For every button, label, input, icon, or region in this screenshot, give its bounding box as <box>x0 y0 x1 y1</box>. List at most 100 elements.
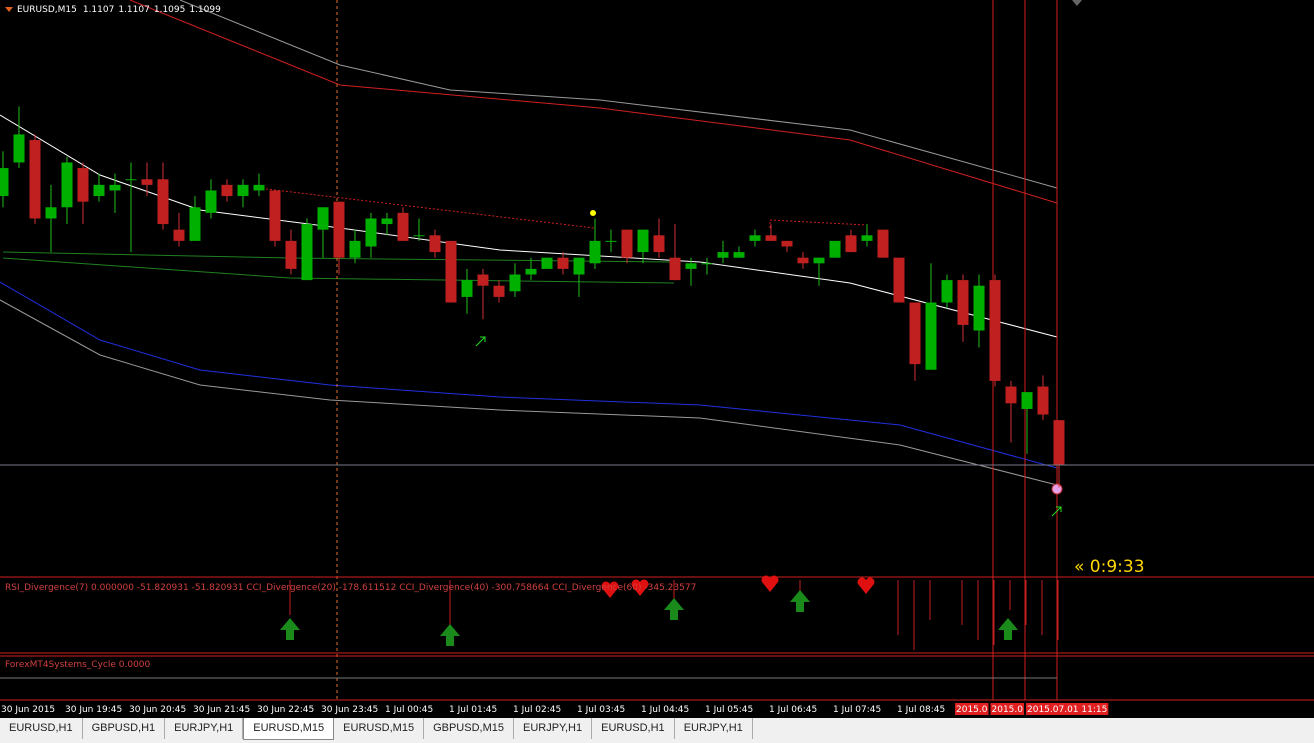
x-tick-label: 30 Jun 2015 <box>1 705 55 715</box>
candle-body <box>1021 392 1033 409</box>
candle-body <box>829 240 841 258</box>
signal-dot <box>590 210 596 216</box>
x-tick-label: 30 Jun 22:45 <box>257 705 314 715</box>
shift-marker <box>1072 0 1082 6</box>
candle-body <box>701 263 713 265</box>
chart: EURUSD,M15 1.1107 1.1107 1.1095 1.1099 « 0:9… <box>0 0 1314 718</box>
open: 1.1107 <box>83 5 115 15</box>
x-tick-label: 1 Jul 01:45 <box>449 705 497 715</box>
candle-body <box>221 184 233 197</box>
candle-body <box>845 235 857 253</box>
time-marker-label: 2015.0 <box>992 705 1024 715</box>
x-tick-label: 1 Jul 06:45 <box>769 705 817 715</box>
candle-body <box>349 240 361 258</box>
candle-body <box>909 302 921 365</box>
candle-body <box>333 201 345 258</box>
x-tick-label: 1 Jul 08:45 <box>897 705 945 715</box>
candle-body <box>509 274 521 292</box>
low: 1.1095 <box>154 5 186 15</box>
candle-body <box>269 190 281 241</box>
candle-body <box>461 280 473 297</box>
candle-body <box>765 235 777 241</box>
band-upper <box>179 0 1058 189</box>
arrow <box>1051 506 1062 517</box>
tab[interactable]: EURJPY,H1 <box>514 718 593 739</box>
symbol: EURUSD,M15 <box>17 5 77 15</box>
candle-body <box>365 218 377 247</box>
menu-triangle <box>5 7 13 12</box>
candle-body <box>637 229 649 253</box>
candle-body <box>989 280 1001 381</box>
candle-body <box>573 257 585 275</box>
candle-body <box>717 252 729 258</box>
tab[interactable]: EURUSD,H1 <box>592 718 675 739</box>
candle-body <box>1053 420 1065 465</box>
x-tick-label: 30 Jun 20:45 <box>129 705 186 715</box>
candle-body <box>157 179 169 225</box>
x-tick-label: 1 Jul 05:45 <box>705 705 753 715</box>
x-tick-label: 1 Jul 04:45 <box>641 705 689 715</box>
x-tick-label: 30 Jun 23:45 <box>321 705 378 715</box>
candle-body <box>381 218 393 225</box>
sell-hearts <box>601 575 875 598</box>
tab-bar: EURUSD,H1 GBPUSD,H1 EURJPY,H1 EURUSD,M15 EUR… <box>0 718 1314 743</box>
candle-body <box>525 268 537 275</box>
time-marker-box <box>990 703 1024 715</box>
moving-average <box>0 114 1058 338</box>
candle-body <box>605 240 617 242</box>
trend-line <box>2 257 675 284</box>
time-marker-box <box>955 703 989 715</box>
candle-body <box>685 263 697 269</box>
candle-body <box>813 257 825 264</box>
signal-dot <box>1051 483 1063 495</box>
candle-body <box>61 162 73 208</box>
time-marker-label: 2015.0 <box>956 705 988 715</box>
tab[interactable]: GBPUSD,H1 <box>83 718 166 739</box>
candle-body <box>205 190 217 213</box>
candle-body <box>957 280 969 325</box>
candle-body <box>253 184 265 191</box>
candle-body <box>925 302 937 370</box>
band-blue <box>0 281 1058 469</box>
x-tick-label: 30 Jun 19:45 <box>65 705 122 715</box>
candle-body <box>13 134 25 163</box>
time-marker-label: 2015.07.01 11:15 <box>1027 705 1107 715</box>
candle-body <box>189 207 201 241</box>
candle-body <box>621 229 633 258</box>
time-marker: 2015.0 <box>990 703 1024 715</box>
tab[interactable]: EURUSD,H1 <box>0 718 83 739</box>
arrow <box>475 336 486 347</box>
band-red <box>129 0 1058 204</box>
candle-body <box>877 229 889 258</box>
candle-body <box>893 257 905 303</box>
candle-body <box>0 168 9 197</box>
candle-body <box>29 140 41 219</box>
candle-body <box>797 257 809 264</box>
candle-body <box>317 207 329 230</box>
candle-body <box>77 168 89 202</box>
x-tick-label: 1 Jul 02:45 <box>513 705 561 715</box>
cycle-label: ForexMT4Systems_Cycle 0.0000 <box>5 660 151 670</box>
buy-arrows <box>280 590 1018 646</box>
candle-body <box>445 240 457 303</box>
candle-body <box>493 285 505 297</box>
candle-body <box>173 229 185 241</box>
time-marker: 2015.07.01 11:15 <box>1026 703 1109 715</box>
candle-body <box>413 235 425 237</box>
tab[interactable]: EURUSD,M15 <box>334 718 425 739</box>
candle-body <box>397 212 409 241</box>
tab[interactable]: EURUSD,M15 <box>243 718 335 740</box>
candle-body <box>973 285 985 331</box>
candle-body <box>285 240 297 269</box>
tab[interactable]: EURJPY,H1 <box>675 718 753 739</box>
candle-body <box>557 257 569 269</box>
candle-body <box>1037 386 1049 415</box>
background <box>0 0 1314 718</box>
tab[interactable]: EURJPY,H1 <box>165 718 244 739</box>
close: 1.1099 <box>189 5 221 15</box>
divergence-line <box>257 187 595 229</box>
x-tick-label: 30 Jun 21:45 <box>193 705 250 715</box>
tab[interactable]: GBPUSD,M15 <box>424 718 514 739</box>
candle-body <box>669 257 681 281</box>
